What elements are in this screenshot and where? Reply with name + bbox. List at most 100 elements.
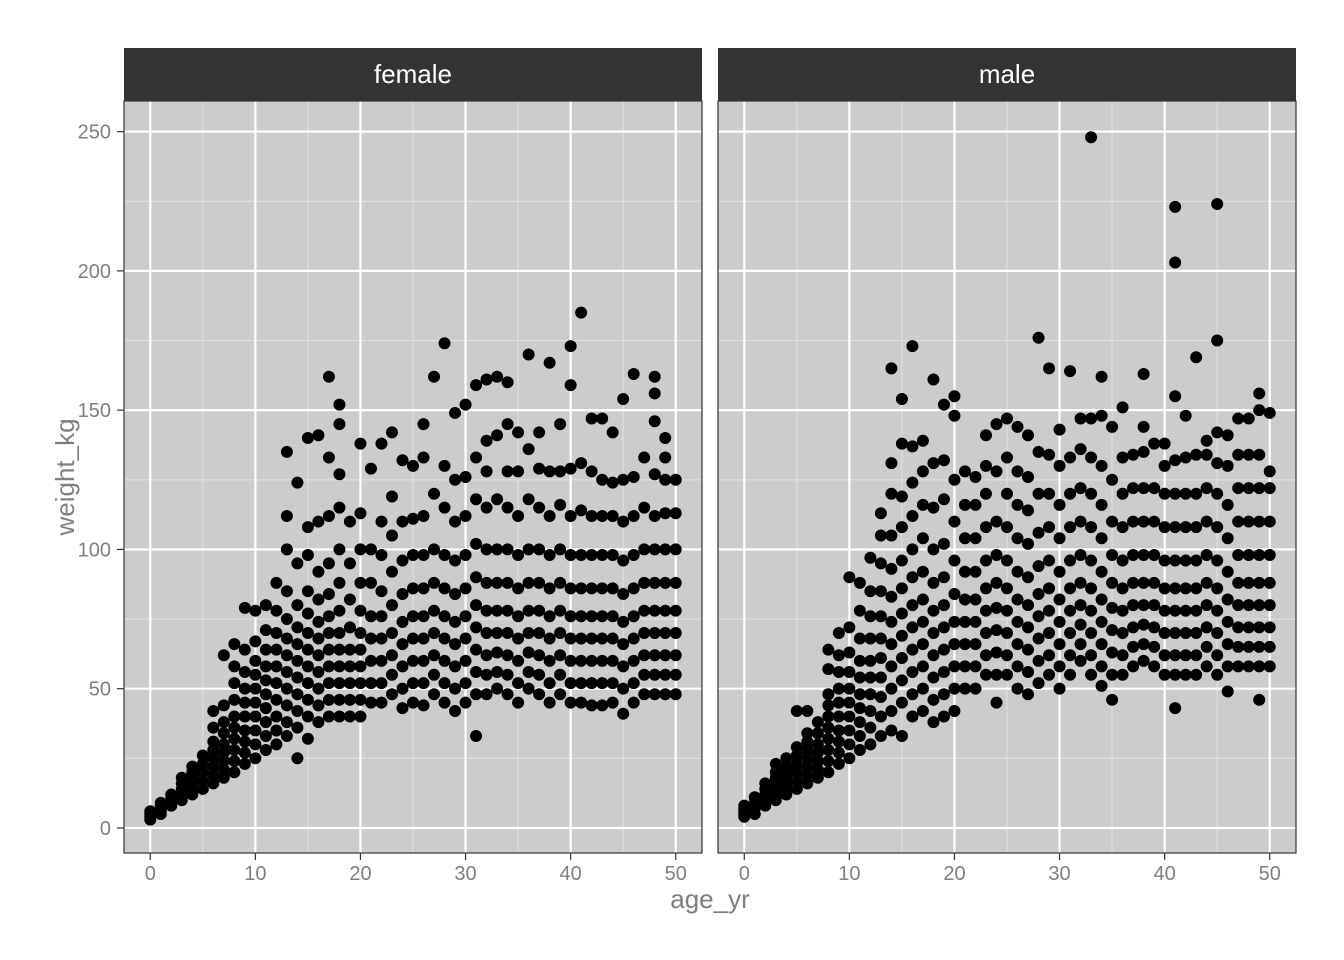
data-point bbox=[259, 702, 272, 715]
x-axis-title: age_yr bbox=[670, 884, 750, 914]
data-point bbox=[874, 529, 887, 542]
data-point bbox=[312, 649, 325, 662]
data-point bbox=[249, 635, 262, 648]
data-point bbox=[533, 576, 546, 589]
data-point bbox=[1232, 482, 1245, 495]
data-point bbox=[375, 677, 388, 690]
data-point bbox=[1200, 434, 1213, 447]
panel-male: male 0 10 20 30 40 50 bbox=[717, 48, 1297, 885]
data-point bbox=[312, 593, 325, 606]
data-point bbox=[979, 604, 992, 617]
data-point bbox=[1074, 599, 1087, 612]
data-point bbox=[385, 426, 398, 439]
data-point bbox=[669, 688, 682, 701]
data-point bbox=[811, 716, 824, 729]
data-point bbox=[916, 434, 929, 447]
data-point bbox=[207, 777, 220, 790]
data-point bbox=[669, 473, 682, 486]
data-point bbox=[1011, 565, 1024, 578]
data-point bbox=[832, 746, 845, 759]
data-point bbox=[1032, 487, 1045, 500]
data-point bbox=[832, 710, 845, 723]
data-point bbox=[822, 699, 835, 712]
data-point bbox=[969, 593, 982, 606]
data-point bbox=[1137, 367, 1150, 380]
data-point bbox=[585, 699, 598, 712]
data-point bbox=[1022, 643, 1035, 656]
data-point bbox=[470, 665, 483, 678]
y-tick-label: 0 bbox=[100, 818, 111, 840]
data-point bbox=[990, 668, 1003, 681]
data-point bbox=[354, 660, 367, 673]
y-tick-label: 200 bbox=[78, 261, 111, 283]
data-point bbox=[1116, 604, 1129, 617]
data-point bbox=[895, 607, 908, 620]
data-point bbox=[606, 632, 619, 645]
data-point bbox=[1001, 582, 1013, 595]
data-point bbox=[459, 582, 472, 595]
data-point bbox=[417, 451, 430, 464]
data-point bbox=[958, 593, 971, 606]
data-point bbox=[659, 604, 672, 617]
data-point bbox=[1211, 554, 1224, 567]
data-point bbox=[207, 743, 220, 756]
data-point bbox=[312, 429, 325, 442]
data-point bbox=[1169, 256, 1182, 269]
data-point bbox=[617, 587, 630, 600]
data-point bbox=[1022, 504, 1035, 517]
data-point bbox=[1032, 654, 1045, 667]
data-point bbox=[1116, 521, 1129, 534]
data-point bbox=[301, 677, 314, 690]
data-point bbox=[249, 752, 262, 765]
data-point bbox=[270, 724, 283, 737]
data-point bbox=[512, 677, 525, 690]
data-point bbox=[937, 571, 950, 584]
data-point bbox=[1148, 576, 1161, 589]
data-point bbox=[906, 710, 919, 723]
data-point bbox=[885, 590, 898, 603]
data-point bbox=[228, 660, 241, 673]
data-point bbox=[1242, 548, 1255, 561]
data-point bbox=[1200, 482, 1213, 495]
data-point bbox=[501, 465, 514, 478]
data-point bbox=[165, 788, 178, 801]
data-point bbox=[822, 755, 835, 768]
data-point bbox=[228, 743, 241, 756]
data-point bbox=[396, 638, 409, 651]
data-point bbox=[480, 626, 493, 639]
data-point bbox=[438, 696, 451, 709]
data-point bbox=[364, 576, 377, 589]
data-point bbox=[843, 665, 856, 678]
data-point bbox=[354, 507, 367, 520]
data-point bbox=[648, 543, 661, 556]
data-point bbox=[322, 509, 335, 522]
data-point bbox=[543, 654, 556, 667]
data-point bbox=[780, 752, 793, 765]
data-point bbox=[627, 696, 640, 709]
data-point bbox=[669, 649, 682, 662]
data-point bbox=[438, 632, 451, 645]
data-point bbox=[438, 501, 451, 514]
data-point bbox=[280, 509, 293, 522]
data-point bbox=[1211, 198, 1224, 211]
data-point bbox=[1158, 649, 1171, 662]
data-point bbox=[428, 370, 441, 383]
data-point bbox=[822, 732, 835, 745]
data-point bbox=[1127, 448, 1140, 461]
data-point bbox=[864, 738, 877, 751]
data-point bbox=[937, 688, 950, 701]
data-point bbox=[501, 576, 514, 589]
data-point bbox=[1022, 665, 1035, 678]
data-point bbox=[659, 649, 672, 662]
data-point bbox=[343, 621, 356, 634]
data-point bbox=[312, 615, 325, 628]
x-tick-label: 0 bbox=[739, 863, 750, 885]
data-point bbox=[1043, 362, 1056, 375]
data-point bbox=[885, 487, 898, 500]
data-point bbox=[617, 393, 630, 406]
data-point bbox=[259, 674, 272, 687]
data-point bbox=[1158, 554, 1171, 567]
data-point bbox=[780, 760, 793, 773]
data-point bbox=[364, 654, 377, 667]
data-point bbox=[1137, 654, 1150, 667]
